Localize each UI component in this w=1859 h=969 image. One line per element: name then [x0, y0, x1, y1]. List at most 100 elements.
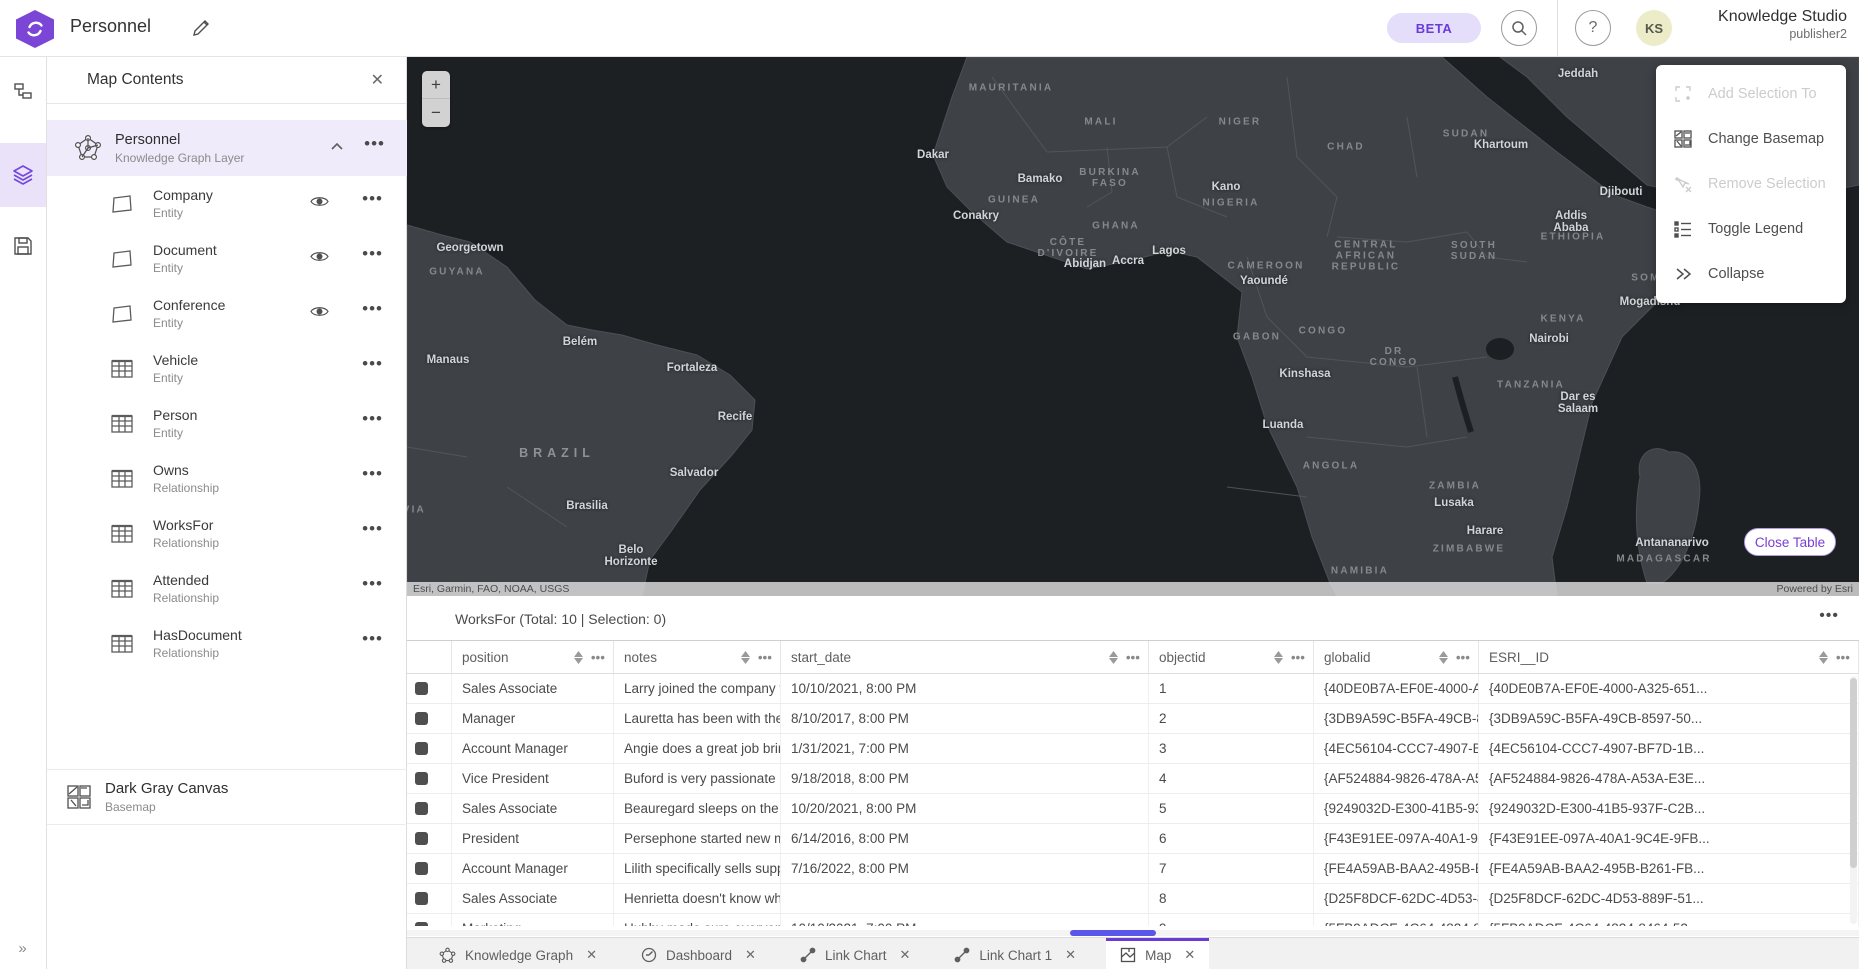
table-row-8[interactable]: Sales Associate Henrietta doesn't know wh…	[407, 884, 1859, 914]
row-checkbox[interactable]	[415, 802, 428, 815]
layer-row-person[interactable]: Person Entity •••	[47, 396, 407, 451]
close-panel-icon[interactable]: ✕	[370, 72, 384, 89]
table-row-1[interactable]: Sales Associate Larry joined the company …	[407, 674, 1859, 704]
basemap-row[interactable]: Dark Gray Canvas Basemap	[47, 769, 407, 825]
save-icon[interactable]	[0, 223, 46, 269]
layer-options-icon[interactable]: •••	[362, 244, 383, 263]
layer-options-icon[interactable]: •••	[362, 519, 383, 538]
cell-globalid: {D25F8DCF-62DC-4D53-889F-51...	[1314, 884, 1479, 913]
layer-options-icon[interactable]: •••	[362, 354, 383, 373]
table-row-7[interactable]: Account Manager Lilith specifically sells…	[407, 854, 1859, 884]
layer-row-attended[interactable]: Attended Relationship •••	[47, 561, 407, 616]
row-checkbox[interactable]	[415, 892, 428, 905]
table-row-9[interactable]: MarketingHubby made sure everyone knew..…	[407, 914, 1859, 926]
sort-icon[interactable]	[1273, 650, 1283, 664]
layer-row-hasdocument[interactable]: HasDocument Relationship •••	[47, 616, 407, 671]
column-options-icon[interactable]: •••	[590, 649, 605, 665]
table-row-3[interactable]: Account Manager Angie does a great job br…	[407, 734, 1859, 764]
help-icon[interactable]: ?	[1575, 10, 1611, 46]
cell-notes: Beauregard sleeps on the job a lo...	[614, 794, 781, 823]
layer-group-personnel[interactable]: Personnel Knowledge Graph Layer •••	[47, 120, 407, 176]
layer-row-owns[interactable]: Owns Relationship •••	[47, 451, 407, 506]
layer-row-conference[interactable]: Conference Entity •••	[47, 286, 407, 341]
table-options-icon[interactable]: •••	[1819, 607, 1839, 624]
close-tab-icon[interactable]: ✕	[1184, 947, 1196, 962]
close-tab-icon[interactable]: ✕	[745, 947, 756, 962]
column-options-icon[interactable]: •••	[1125, 649, 1140, 665]
scrollbar-thumb[interactable]	[1070, 930, 1156, 936]
menu-item-collapse[interactable]: Collapse	[1656, 251, 1846, 296]
visibility-eye-icon[interactable]	[310, 250, 329, 263]
sort-icon[interactable]	[740, 650, 750, 664]
visibility-eye-icon[interactable]	[310, 195, 329, 208]
column-header-objectid[interactable]: objectid •••	[1149, 641, 1314, 673]
column-options-icon[interactable]: •••	[1455, 649, 1470, 665]
column-header-label: globalid	[1324, 649, 1371, 665]
table-row-4[interactable]: Vice President Buford is very passionate …	[407, 764, 1859, 794]
row-checkbox[interactable]	[415, 772, 428, 785]
layers-icon[interactable]	[0, 152, 46, 198]
row-checkbox[interactable]	[415, 922, 428, 926]
user-block[interactable]: Knowledge Studio publisher2	[1718, 8, 1847, 41]
zoom-in-button[interactable]: +	[422, 71, 450, 99]
row-checkbox[interactable]	[415, 682, 428, 695]
row-checkbox[interactable]	[415, 862, 428, 875]
layer-options-icon[interactable]: •••	[362, 409, 383, 428]
layer-row-vehicle[interactable]: Vehicle Entity •••	[47, 341, 407, 396]
layer-row-document[interactable]: Document Entity •••	[47, 231, 407, 286]
map-view[interactable]: MAURITANIA MALI NIGER SUDAN CHAD BURKINA FASO…	[407, 57, 1859, 596]
close-tab-icon[interactable]: ✕	[899, 947, 911, 962]
row-checkbox[interactable]	[415, 832, 428, 845]
expand-rail-icon[interactable]: »	[18, 939, 28, 957]
table-row-5[interactable]: Sales Associate Beauregard sleeps on the …	[407, 794, 1859, 824]
tab-link-chart-1[interactable]: Link Chart 1 ✕	[940, 938, 1090, 969]
chevron-up-icon[interactable]	[329, 139, 345, 155]
layer-options-icon[interactable]: •••	[362, 629, 383, 648]
table-vertical-scrollbar[interactable]	[1850, 676, 1857, 924]
row-checkbox[interactable]	[415, 742, 428, 755]
layer-options-icon[interactable]: •••	[362, 464, 383, 483]
row-select-cell	[407, 884, 452, 913]
layer-row-worksfor[interactable]: WorksFor Relationship •••	[47, 506, 407, 561]
layer-options-icon[interactable]: •••	[362, 299, 383, 318]
search-icon[interactable]	[1501, 10, 1537, 46]
sort-icon[interactable]	[1438, 650, 1448, 664]
column-header-notes[interactable]: notes •••	[614, 641, 781, 673]
tab-knowledge-graph[interactable]: Knowledge Graph ✕	[425, 938, 611, 969]
app-logo-icon[interactable]	[16, 10, 54, 48]
schema-icon[interactable]	[0, 69, 46, 115]
visibility-eye-icon[interactable]	[310, 305, 329, 318]
scrollbar-thumb[interactable]	[1850, 678, 1857, 868]
tab-dashboard[interactable]: Dashboard ✕	[627, 938, 770, 969]
menu-item-toggle-legend[interactable]: Toggle Legend	[1656, 206, 1846, 251]
menu-item-change-basemap[interactable]: Change Basemap	[1656, 116, 1846, 161]
tab-link-chart[interactable]: Link Chart ✕	[786, 938, 924, 969]
edit-title-icon[interactable]	[190, 17, 212, 39]
row-checkbox[interactable]	[415, 712, 428, 725]
column-options-icon[interactable]: •••	[757, 649, 772, 665]
layer-row-company[interactable]: Company Entity •••	[47, 176, 407, 231]
column-options-icon[interactable]: •••	[1290, 649, 1305, 665]
column-header-start_date[interactable]: start_date •••	[781, 641, 1149, 673]
layer-options-icon[interactable]: •••	[362, 189, 383, 208]
column-header-globalid[interactable]: globalid •••	[1314, 641, 1479, 673]
close-tab-icon[interactable]: ✕	[1065, 947, 1077, 962]
table-horizontal-scrollbar[interactable]	[407, 930, 1859, 936]
menu-item-label: Collapse	[1708, 265, 1765, 282]
zoom-out-button[interactable]: −	[422, 99, 450, 127]
avatar[interactable]: KS	[1636, 10, 1672, 46]
column-header-esri__id[interactable]: ESRI__ID •••	[1479, 641, 1859, 673]
sort-icon[interactable]	[1108, 650, 1118, 664]
column-options-icon[interactable]: •••	[1835, 649, 1850, 665]
layer-group-options-icon[interactable]: •••	[364, 134, 385, 153]
sort-icon[interactable]	[573, 650, 583, 664]
close-tab-icon[interactable]: ✕	[586, 947, 597, 962]
polygon-icon	[109, 191, 139, 217]
layer-options-icon[interactable]: •••	[362, 574, 383, 593]
column-header-position[interactable]: position •••	[452, 641, 614, 673]
tab-map[interactable]: Map ✕	[1106, 938, 1210, 969]
close-table-button[interactable]: Close Table	[1744, 528, 1836, 556]
sort-icon[interactable]	[1818, 650, 1828, 664]
